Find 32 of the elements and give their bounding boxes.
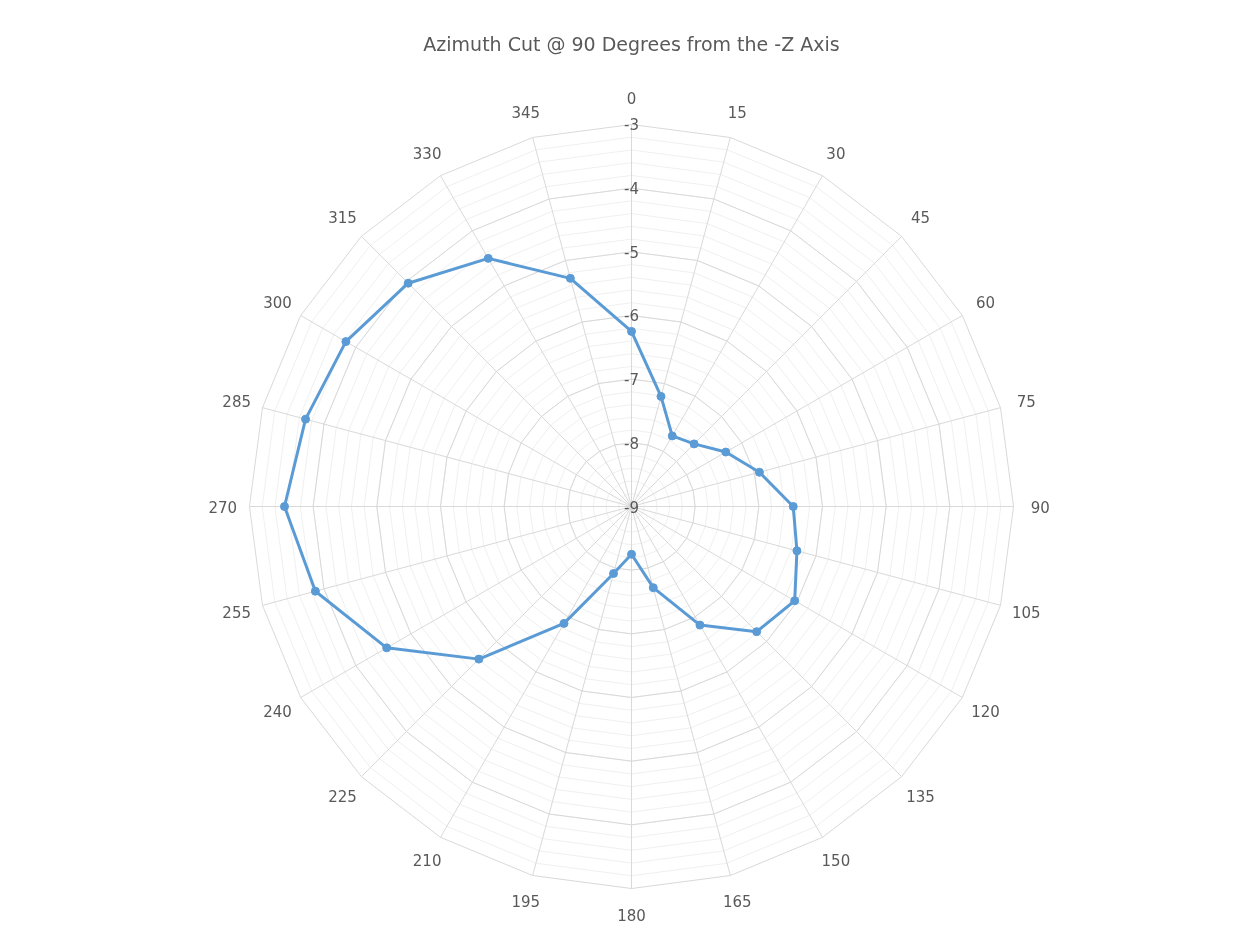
spoke-label: 75	[1016, 392, 1036, 411]
spoke-label: 150	[821, 852, 851, 871]
spoke-label: 345	[511, 103, 541, 122]
spoke-label: 240	[263, 702, 292, 721]
spoke-label: 30	[826, 144, 846, 163]
spoke-label: 195	[511, 893, 541, 912]
spoke-label: 60	[975, 294, 996, 313]
spoke-label: 165	[722, 893, 752, 912]
y-tick-label: -8	[624, 434, 639, 453]
spoke-label: 315	[328, 209, 357, 228]
y-tick-label: -7	[624, 371, 639, 390]
spoke-label: 15	[727, 103, 747, 122]
spoke-label: 210	[412, 852, 442, 871]
spoke-label: 45	[910, 209, 931, 228]
y-tick-label: -6	[624, 307, 639, 326]
spoke-label: 270	[208, 498, 238, 517]
spoke-label: 330	[412, 144, 442, 163]
spoke-label: 90	[1030, 498, 1050, 517]
y-tick-label: -9	[624, 498, 639, 517]
chart-title: Azimuth Cut @ 90 Degrees from the -Z Axis	[423, 32, 840, 55]
spoke-label: 285	[222, 392, 251, 411]
spoke-label: 180	[617, 907, 646, 926]
y-tick-label: -5	[624, 243, 639, 262]
spoke-label: 0	[626, 89, 637, 108]
spoke-label: 225	[328, 787, 357, 806]
spoke-label: 120	[971, 702, 1000, 721]
y-tick-label: -4	[624, 180, 639, 199]
spoke-label: 105	[1012, 604, 1041, 623]
spoke-label: 255	[222, 604, 251, 623]
spoke-label: 135	[906, 787, 935, 806]
y-tick-label: -3	[624, 116, 639, 135]
spoke-label: 300	[263, 294, 292, 313]
